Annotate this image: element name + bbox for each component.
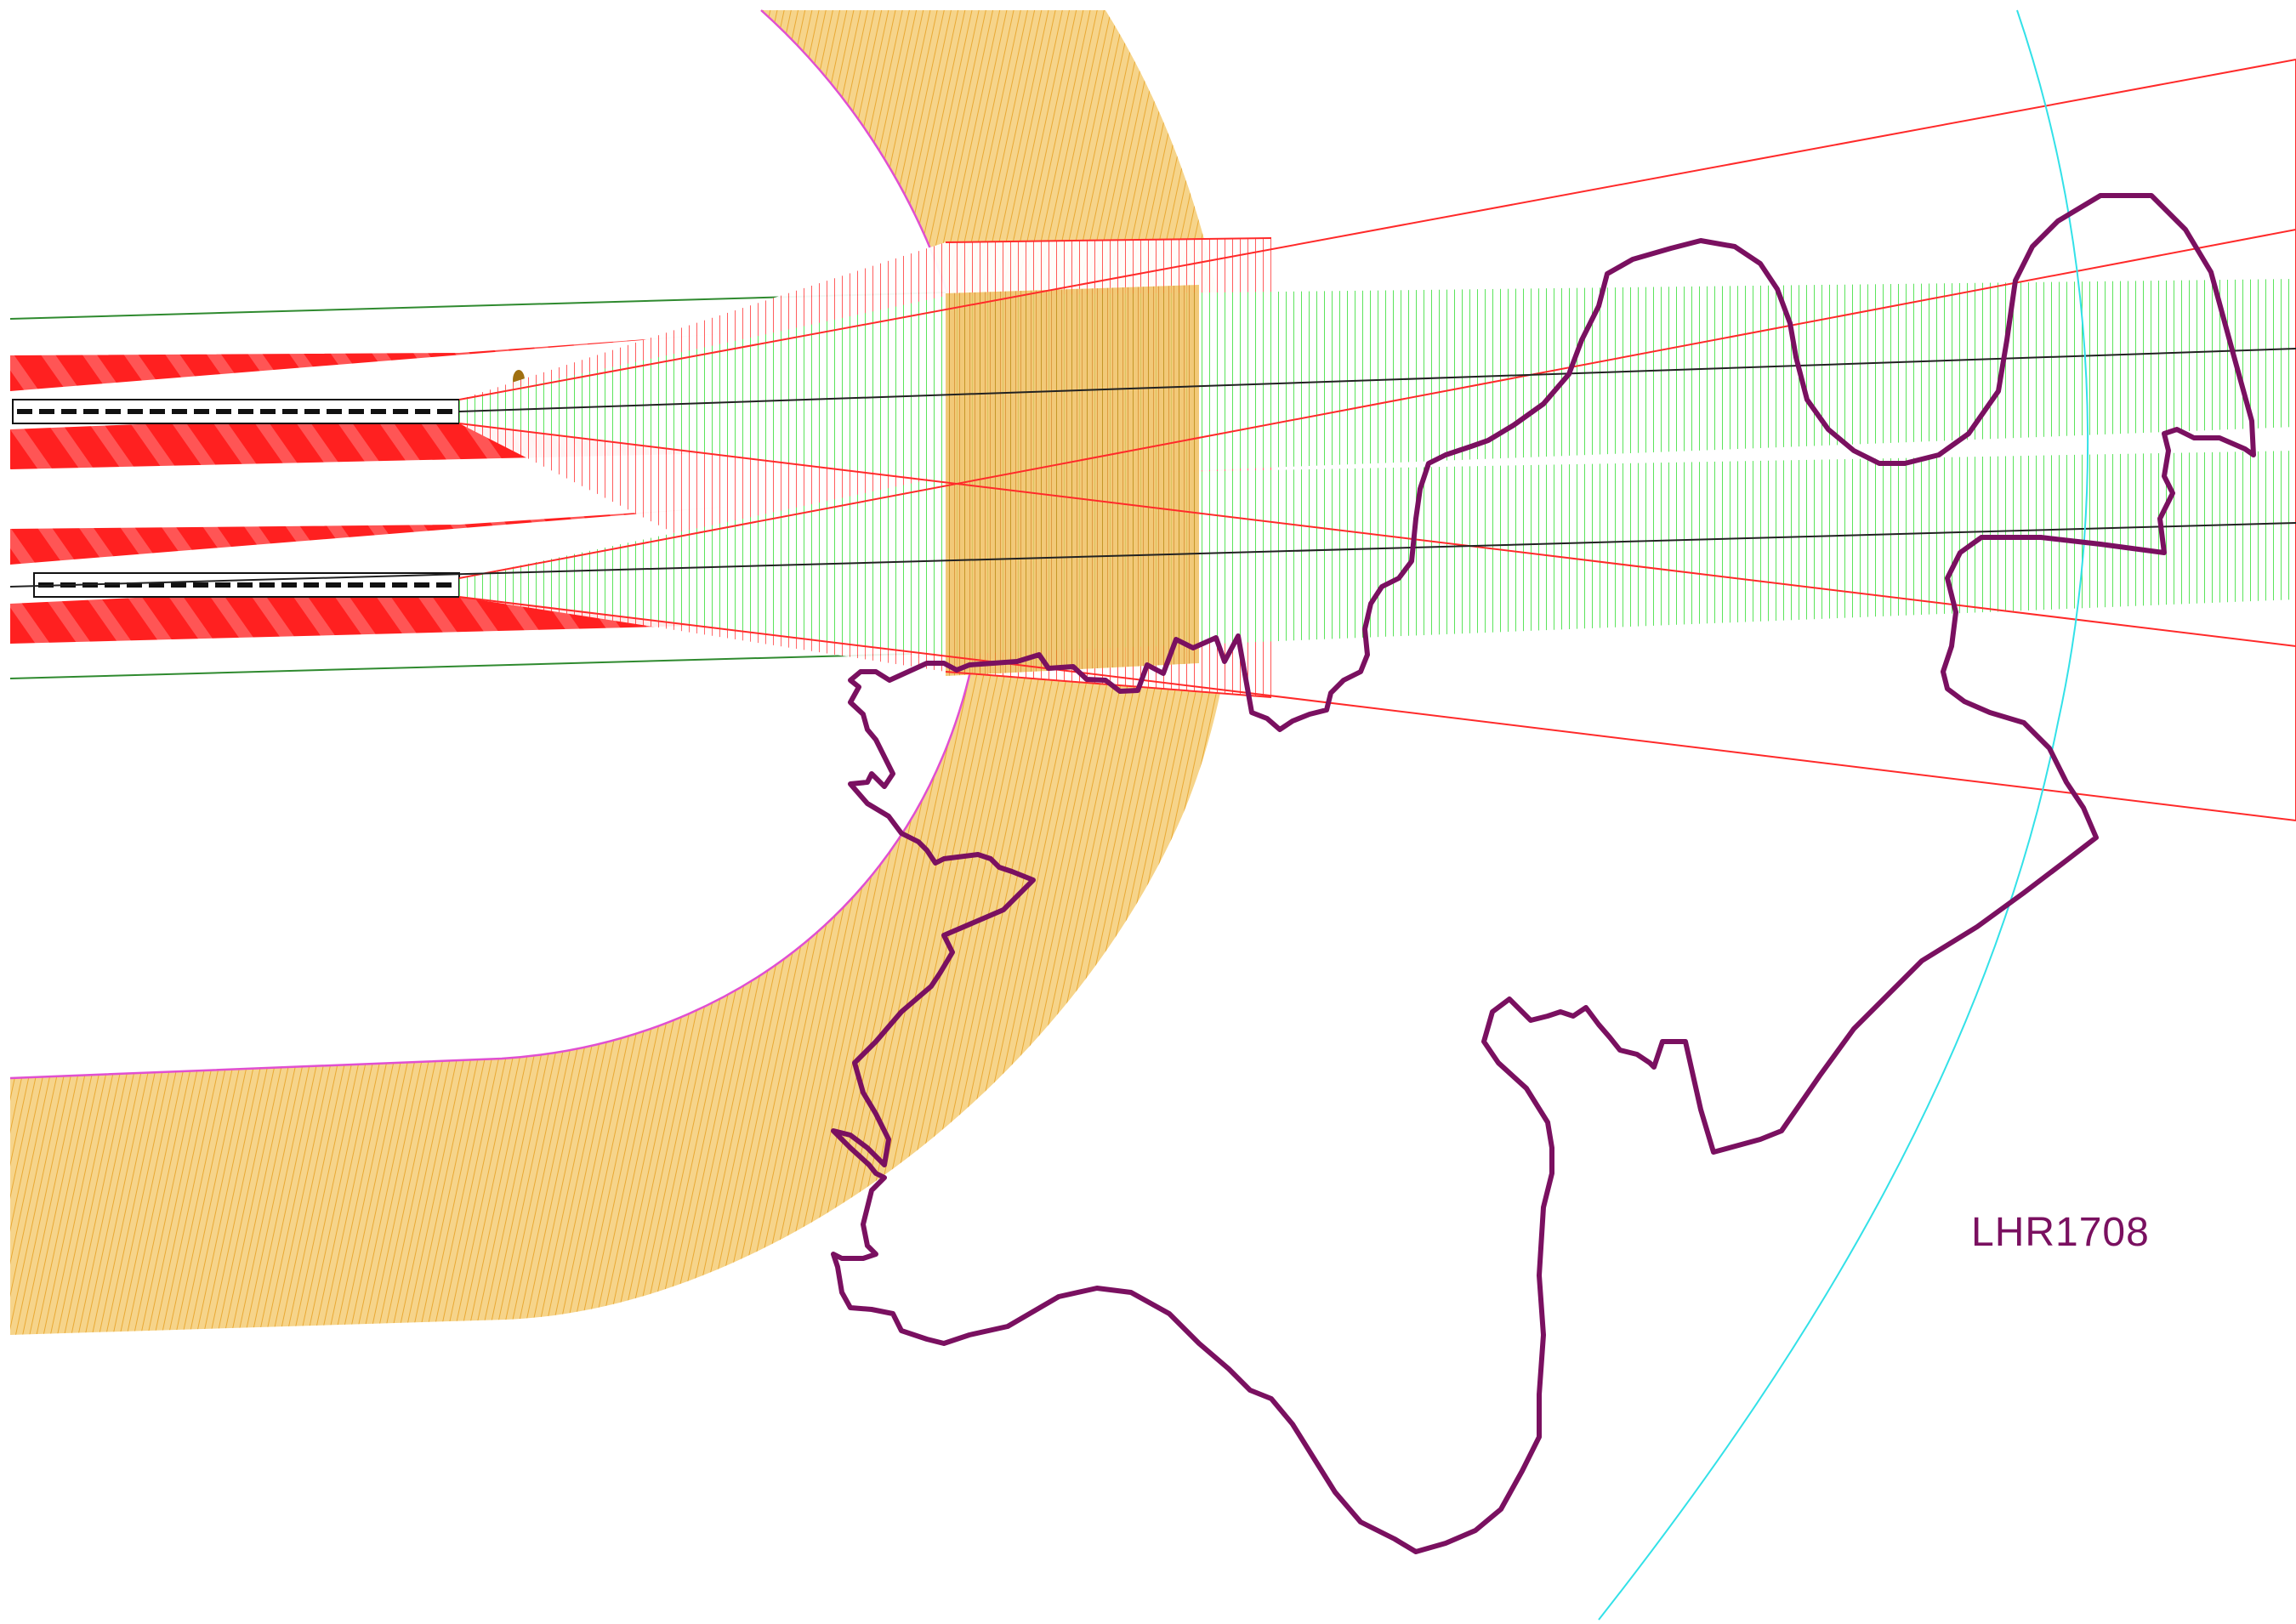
extended-approach-corridors xyxy=(459,279,2296,655)
map-label: LHR1708 xyxy=(1971,1210,2150,1255)
overlap-zone xyxy=(946,285,1199,676)
radius-circle xyxy=(1598,9,2089,1621)
runway-north xyxy=(12,399,460,424)
centerlines xyxy=(9,348,2296,588)
district-boundary xyxy=(831,193,2256,1554)
runways xyxy=(12,370,525,598)
red-outline-lines xyxy=(458,59,2296,821)
